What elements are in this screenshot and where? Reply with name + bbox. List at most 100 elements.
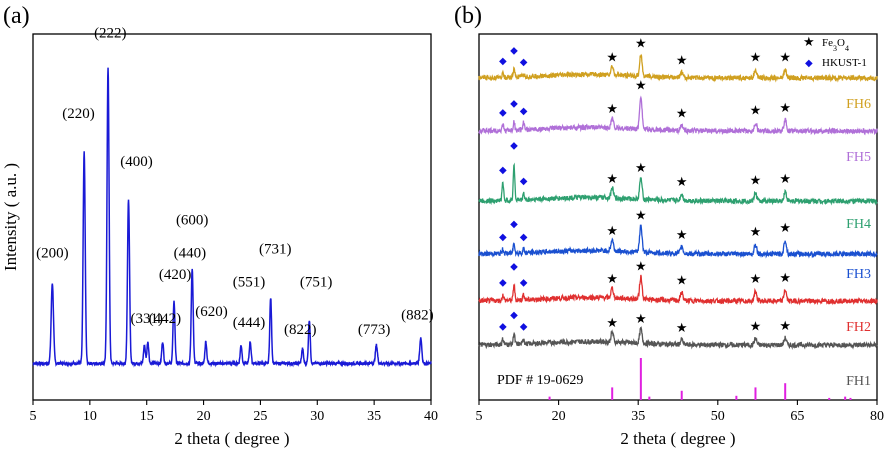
legend-star-icon: ★ [803, 35, 815, 50]
panel-a: (a) 5 10 15 20 25 30 35 40 (200) (220) (222) (400)… [1, 3, 438, 448]
hkl-label: (440) [174, 245, 207, 261]
fe3o4-star-icon: ★ [606, 272, 618, 287]
fe3o4-star-icon: ★ [676, 175, 688, 190]
hkust-diamond-icon: ◆ [520, 321, 528, 332]
fe3o4-star-icon: ★ [750, 320, 762, 335]
fe3o4-star-icon: ★ [606, 51, 618, 66]
fe3o4-star-icon: ★ [635, 208, 647, 223]
fe3o4-star-icon: ★ [676, 228, 688, 243]
x-tick-label: 15 [140, 409, 154, 424]
panel-b-patterns [478, 53, 878, 350]
hkust-diamond-icon: ◆ [510, 46, 518, 57]
legend-hkust-label: HKUST-1 [822, 57, 867, 69]
x-tick-label: 5 [30, 409, 37, 424]
hkust-diamond-icon: ◆ [499, 232, 507, 243]
hkl-label: (222) [94, 26, 127, 42]
fe3o4-star-icon: ★ [635, 260, 647, 275]
hkl-label: (444) [233, 315, 266, 331]
fe3o4-star-icon: ★ [779, 101, 791, 116]
fe3o4-star-icon: ★ [779, 221, 791, 236]
hkl-label: (882) [401, 307, 434, 323]
fe3o4-star-icon: ★ [635, 78, 647, 93]
series-label-fh3: FH3 [846, 267, 871, 282]
pattern-fh6 [478, 53, 878, 83]
hkl-label: (751) [300, 275, 333, 291]
fe3o4-star-icon: ★ [750, 225, 762, 240]
fe3o4-star-icon: ★ [676, 53, 688, 68]
fe3o4-star-icon: ★ [779, 271, 791, 286]
panel-a-hkl-annotations: (200) (220) (222) (400) (331) (420) (442) (440)… [36, 26, 434, 338]
hkust-diamond-icon: ◆ [510, 99, 518, 110]
series-label-fh4: FH4 [846, 217, 871, 232]
fe3o4-star-icon: ★ [750, 51, 762, 66]
hkl-label: (331) [130, 311, 163, 327]
hkl-label: (200) [36, 245, 69, 261]
panel-a-label: (a) [3, 3, 30, 29]
fe3o4-star-icon: ★ [779, 319, 791, 334]
panel-a-hkust-pattern [32, 67, 432, 368]
fe3o4-star-icon: ★ [635, 161, 647, 176]
hkust-diamond-icon: ◆ [520, 57, 528, 68]
panel-b-reference-lines [548, 358, 852, 400]
hkust-diamond-icon: ◆ [510, 219, 518, 230]
panel-b: (b) 5 20 35 50 65 80 PDF # 19-0629 ★ ★★ ★ ★◆◆◆★★… [454, 3, 884, 448]
panel-a-x-ticks [32, 400, 432, 405]
hkust-diamond-icon: ◆ [499, 56, 507, 67]
fe3o4-star-icon: ★ [606, 172, 618, 187]
x-tick-label: 25 [253, 409, 267, 424]
hkl-label: (551) [233, 275, 266, 291]
fe3o4-star-icon: ★ [676, 321, 688, 336]
series-label-fh6: FH6 [846, 97, 871, 112]
hkust-diamond-icon: ◆ [520, 176, 528, 187]
panel-a-frame [32, 33, 432, 401]
x-tick-label: 20 [552, 409, 566, 424]
fe3o4-star-icon: ★ [779, 51, 791, 66]
hkust-diamond-icon: ◆ [499, 277, 507, 288]
panel-a-ylabel: Intensity ( a.u. ) [1, 163, 20, 271]
x-tick-label: 35 [367, 409, 381, 424]
series-label-fh5: FH5 [846, 150, 871, 165]
hkust-diamond-icon: ◆ [520, 277, 528, 288]
hkl-label: (731) [259, 242, 292, 258]
panel-b-series-labels: FH1 FH2 FH3 FH4 FH5 FH6 [846, 97, 871, 389]
legend-fe3o4-label: Fe3O4 [822, 37, 849, 53]
series-label-fh1: FH1 [846, 374, 871, 389]
panel-b-peak-markers: ★ ★★ ★ ★◆◆◆★★★ ★ ★◆◆◆★★★ ★ ★◆◆◆★★★ ★ ★◆◆◆★★★ ★ ★◆◆◆… [499, 37, 791, 337]
hkust-diamond-icon: ◆ [510, 262, 518, 273]
fe3o4-star-icon: ★ [676, 274, 688, 289]
fe3o4-star-icon: ★ [606, 316, 618, 331]
hkl-label: (442) [149, 311, 182, 327]
panel-b-x-ticks [478, 400, 878, 405]
hkl-label: (620) [195, 304, 228, 320]
pattern-fh5 [478, 95, 878, 136]
panel-a-xlabel: 2 theta ( degree ) [174, 429, 289, 448]
fe3o4-star-icon: ★ [606, 224, 618, 239]
panel-b-legend: ★ Fe3O4 ◆ HKUST-1 [803, 35, 867, 69]
hkl-label: (773) [358, 322, 391, 338]
panel-b-frame [478, 33, 878, 401]
pattern-fh4 [478, 162, 878, 206]
x-tick-label: 40 [424, 409, 438, 424]
hkust-diamond-icon: ◆ [520, 232, 528, 243]
series-label-fh2: FH2 [846, 320, 871, 335]
hkl-label: (600) [176, 212, 209, 228]
x-tick-label: 80 [870, 409, 884, 424]
hkust-diamond-icon: ◆ [499, 165, 507, 176]
panel-a-x-tick-labels: 5 10 15 20 25 30 35 40 [30, 409, 439, 424]
hkl-label: (420) [159, 267, 192, 283]
x-tick-label: 50 [711, 409, 725, 424]
fe3o4-star-icon: ★ [635, 312, 647, 327]
fe3o4-star-icon: ★ [676, 106, 688, 121]
panel-b-xlabel: 2 theta ( degree ) [620, 429, 735, 448]
fe3o4-star-icon: ★ [635, 37, 647, 52]
fe3o4-star-icon: ★ [779, 172, 791, 187]
x-tick-label: 20 [197, 409, 211, 424]
legend-fe3o4-text: Fe [822, 37, 833, 49]
hkl-label: (400) [120, 154, 153, 170]
x-tick-label: 10 [83, 409, 97, 424]
hkust-diamond-icon: ◆ [499, 107, 507, 118]
pattern-fh2 [478, 274, 878, 306]
fe3o4-star-icon: ★ [750, 104, 762, 119]
x-tick-label: 5 [476, 409, 483, 424]
